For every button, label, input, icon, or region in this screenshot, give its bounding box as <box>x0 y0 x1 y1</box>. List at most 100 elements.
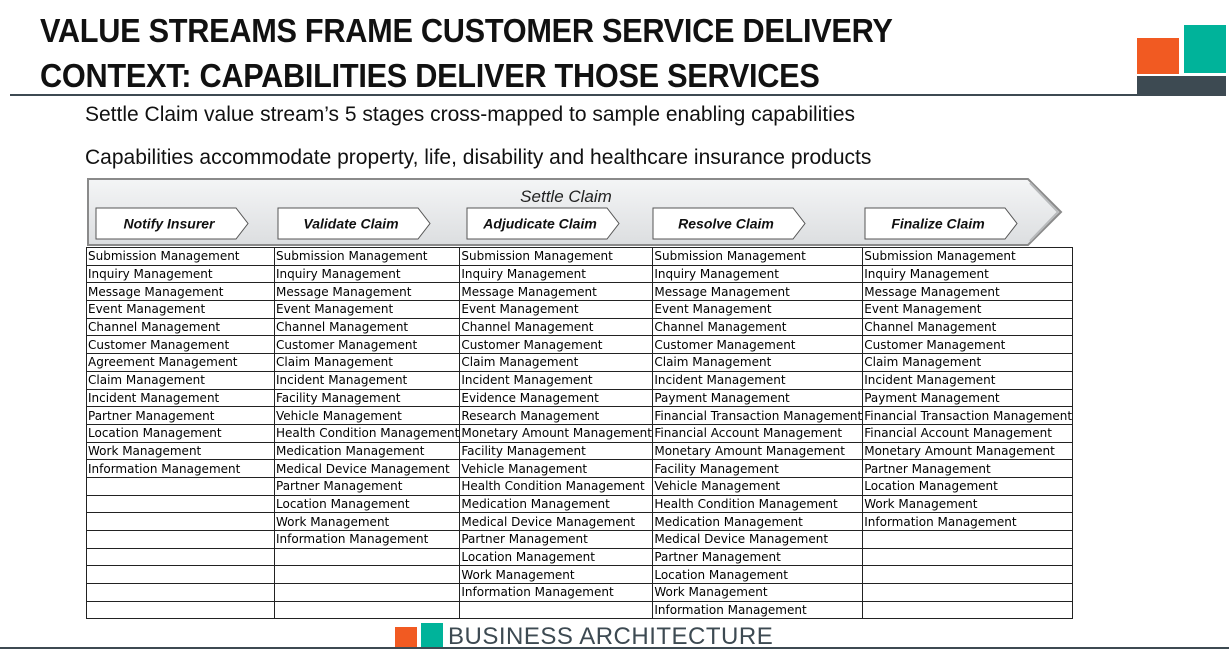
footer-brand: BUSINESS ARCHITECTURE <box>448 623 774 650</box>
footer-orange-square <box>395 627 417 647</box>
capability-cell: Monetary Amount Management <box>459 423 654 443</box>
capability-cell: Channel Management <box>862 317 1074 337</box>
capability-cell: Message Management <box>652 282 864 302</box>
capability-cell: Channel Management <box>652 317 864 337</box>
table-row: Event Management Event Management Event Ma… <box>86 300 1074 319</box>
logo-slate-bar <box>1137 76 1226 96</box>
stage-label: Resolve Claim <box>678 216 774 232</box>
capability-cell: Vehicle Management <box>459 459 654 478</box>
capability-cell: Message Management <box>459 282 654 302</box>
capability-cell: Health Condition Management <box>652 494 864 514</box>
capability-cell: Information Management <box>86 459 275 478</box>
capability-cell: Location Management <box>652 565 864 585</box>
title-underline <box>10 94 1137 96</box>
table-row: Information Management <box>86 600 1074 620</box>
capability-cell <box>459 600 654 620</box>
capability-cell: Financial Account Management <box>652 423 864 443</box>
capability-cell <box>273 600 461 620</box>
logo-orange-square <box>1137 38 1179 74</box>
capability-cell <box>862 547 1074 567</box>
capability-cell: Health Condition Management <box>273 423 461 443</box>
table-row: Partner Management Health Condition Manag… <box>86 476 1074 496</box>
table-row: Customer Management Customer Management Cu… <box>86 335 1074 355</box>
capability-cell: Partner Management <box>273 476 461 496</box>
table-row: Information Management Medical Device Man… <box>86 459 1074 478</box>
capability-cell <box>86 494 275 514</box>
capability-cell: Vehicle Management <box>652 476 864 496</box>
capability-cell: Information Management <box>652 600 864 620</box>
capability-cell: Channel Management <box>86 317 275 337</box>
capability-cell <box>86 583 275 602</box>
capability-cell: Incident Management <box>862 370 1074 390</box>
table-row: Information Management Work Management <box>86 583 1074 602</box>
capability-cell: Customer Management <box>273 335 461 355</box>
stage-chevron: Finalize Claim <box>864 207 1018 240</box>
footer-rule <box>0 647 1229 649</box>
stage-shape <box>652 207 806 240</box>
table-row: Work Management Location Management <box>86 565 1074 585</box>
chevron-highlight <box>1029 182 1060 242</box>
capability-cell: Medication Management <box>459 494 654 514</box>
capability-cell: Research Management <box>459 406 654 425</box>
capability-cell: Medical Device Management <box>273 459 461 478</box>
capability-cell: Event Management <box>862 300 1074 319</box>
capability-cell <box>862 530 1074 549</box>
capability-grid: Submission Management Submission Manageme… <box>86 247 1074 620</box>
stage-shape <box>466 207 620 240</box>
capability-cell: Incident Management <box>86 388 275 408</box>
capability-cell: Event Management <box>86 300 275 319</box>
capability-cell: Partner Management <box>459 530 654 549</box>
capability-cell: Customer Management <box>862 335 1074 355</box>
capability-cell: Location Management <box>273 494 461 514</box>
capability-cell: Partner Management <box>862 459 1074 478</box>
stage-chevron: Validate Claim <box>277 207 431 240</box>
table-row: Incident Management Facility Management Ev… <box>86 388 1074 408</box>
title-line-2: CONTEXT: CAPABILITIES DELIVER THOSE SERV… <box>40 57 820 94</box>
capability-cell: Agreement Management <box>86 353 275 372</box>
capability-cell: Work Management <box>652 583 864 602</box>
capability-cell: Inquiry Management <box>862 264 1074 284</box>
capability-cell <box>862 565 1074 585</box>
capability-cell: Claim Management <box>459 353 654 372</box>
capability-cell <box>862 600 1074 620</box>
capability-cell: Event Management <box>652 300 864 319</box>
table-row: Location Management Medication Management… <box>86 494 1074 514</box>
capability-cell: Event Management <box>273 300 461 319</box>
capability-cell <box>86 547 275 567</box>
capability-cell: Claim Management <box>273 353 461 372</box>
stage-label: Validate Claim <box>303 216 398 232</box>
capability-cell: Work Management <box>273 512 461 531</box>
capability-cell <box>86 565 275 585</box>
table-row: Partner Management Vehicle Management Rese… <box>86 406 1074 425</box>
capability-cell: Information Management <box>459 583 654 602</box>
stage-chevron: Adjudicate Claim <box>466 207 620 240</box>
stage-shape <box>864 207 1018 240</box>
capability-cell: Message Management <box>862 282 1074 302</box>
table-row: Inquiry Management Inquiry Management Inqu… <box>86 264 1074 284</box>
capability-cell: Monetary Amount Management <box>862 441 1074 461</box>
capability-cell: Incident Management <box>459 370 654 390</box>
logo-teal-square <box>1184 25 1226 73</box>
capability-cell: Facility Management <box>273 388 461 408</box>
capability-cell: Claim Management <box>652 353 864 372</box>
capability-cell: Vehicle Management <box>273 406 461 425</box>
stage-label: Adjudicate Claim <box>482 216 597 232</box>
capability-cell: Message Management <box>86 282 275 302</box>
capability-cell: Submission Management <box>862 247 1074 266</box>
capability-cell: Claim Management <box>862 353 1074 372</box>
capability-cell: Location Management <box>862 476 1074 496</box>
capability-cell: Payment Management <box>652 388 864 408</box>
subtitle-products: Capabilities accommodate property, life,… <box>85 146 872 169</box>
capability-cell: Facility Management <box>459 441 654 461</box>
capability-cell: Partner Management <box>86 406 275 425</box>
table-row: Work Management Medical Device Management… <box>86 512 1074 531</box>
capability-cell <box>86 530 275 549</box>
capability-cell: Message Management <box>273 282 461 302</box>
stage-shape <box>277 207 431 240</box>
capability-cell: Payment Management <box>862 388 1074 408</box>
table-row: Information Management Partner Management… <box>86 530 1074 549</box>
capability-cell: Inquiry Management <box>652 264 864 284</box>
capability-cell: Submission Management <box>86 247 275 266</box>
capability-cell: Work Management <box>862 494 1074 514</box>
capability-cell: Claim Management <box>86 370 275 390</box>
